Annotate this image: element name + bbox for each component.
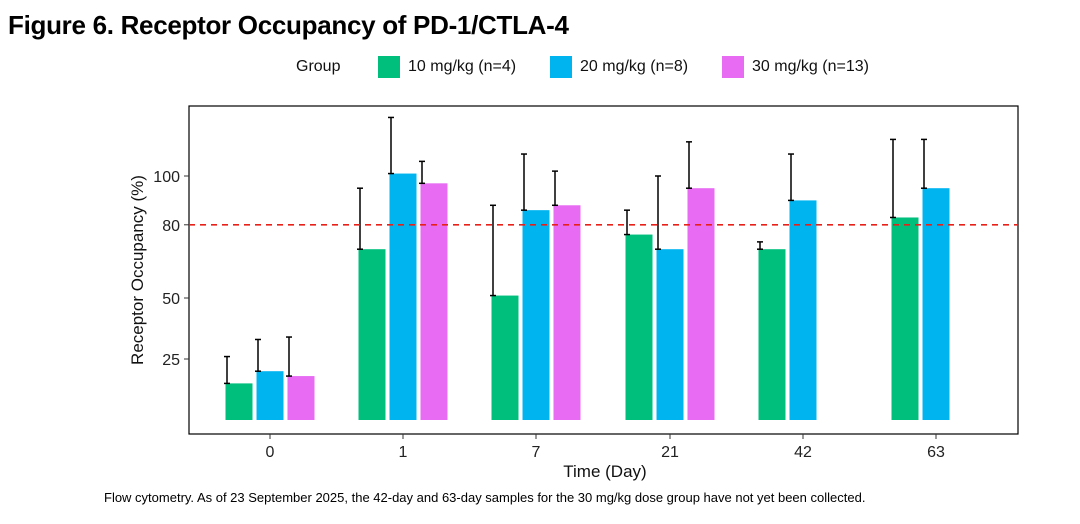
legend-title: Group (296, 58, 341, 75)
legend-swatch-30mg (722, 56, 744, 78)
x-tick-label-42: 42 (794, 444, 812, 461)
bar-42-series-1 (789, 200, 817, 420)
y-tick-label-50: 50 (162, 291, 180, 308)
y-tick-label-80: 80 (162, 218, 180, 235)
bar-1-series-2 (420, 183, 448, 420)
bar-0-series-2 (287, 376, 315, 420)
legend-label-20mg: 20 mg/kg (n=8) (580, 58, 689, 75)
bar-42-series-0 (758, 249, 786, 420)
figure-title: Figure 6. Receptor Occupancy of PD-1/CTL… (8, 10, 569, 40)
legend-swatch-20mg (550, 56, 572, 78)
y-axis-label: Receptor Occupancy (%) (128, 175, 147, 365)
x-tick-label-21: 21 (661, 444, 679, 461)
legend-item-20mg: 20 mg/kg (n=8) (550, 56, 688, 78)
bar-21-series-2 (687, 188, 715, 420)
bar-1-series-1 (389, 173, 417, 420)
y-tick-label-100: 100 (153, 169, 180, 186)
bar-7-series-1 (522, 210, 550, 420)
plot-panel (188, 105, 1019, 435)
y-axis: 25 50 80 100 (153, 169, 189, 369)
legend-item-10mg: 10 mg/kg (n=4) (378, 56, 516, 78)
bar-7-series-0 (491, 295, 519, 420)
bar-0-series-1 (256, 371, 284, 420)
legend-swatch-10mg (378, 56, 400, 78)
x-tick-label-7: 7 (532, 444, 541, 461)
x-axis: 0 1 7 21 42 63 (266, 434, 945, 461)
bar-63-series-1 (922, 188, 950, 420)
bar-1-series-0 (358, 249, 386, 420)
caption: Flow cytometry. As of 23 September 2025,… (104, 490, 866, 505)
bar-21-series-0 (625, 234, 653, 420)
x-tick-label-63: 63 (927, 444, 945, 461)
y-tick-label-25: 25 (162, 352, 180, 369)
x-tick-label-0: 0 (266, 444, 275, 461)
bar-0-series-0 (225, 383, 253, 420)
legend-item-30mg: 30 mg/kg (n=13) (722, 56, 869, 78)
chart: 25 50 80 100 0 1 7 21 42 63 Time (Day) Receptor … (128, 105, 1019, 481)
x-tick-label-1: 1 (399, 444, 408, 461)
bars (225, 173, 950, 420)
bar-63-series-0 (891, 217, 919, 420)
bar-21-series-1 (656, 249, 684, 420)
error-bars (224, 116, 927, 385)
legend-label-30mg: 30 mg/kg (n=13) (752, 58, 869, 75)
bar-7-series-2 (553, 205, 581, 420)
x-axis-label: Time (Day) (563, 462, 646, 481)
legend-label-10mg: 10 mg/kg (n=4) (408, 58, 517, 75)
